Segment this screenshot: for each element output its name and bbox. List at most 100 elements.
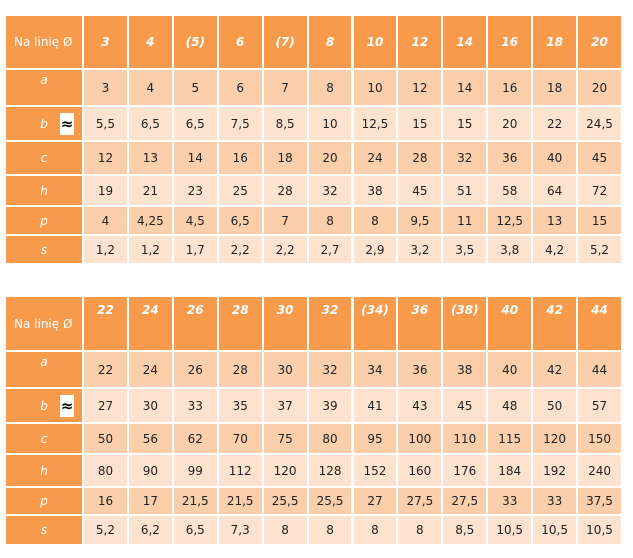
cell: 24: [352, 141, 398, 175]
cell: 70: [217, 423, 263, 454]
cell: 75: [262, 423, 308, 454]
column-header: 14: [442, 15, 488, 69]
cell: 100: [397, 423, 443, 454]
cell: 23: [172, 175, 218, 206]
cell: 7,5: [217, 106, 263, 141]
cell: 33: [172, 388, 218, 423]
cell: 44: [577, 351, 622, 388]
cell: 72: [577, 175, 622, 206]
cell: 18: [262, 141, 308, 175]
cell: 8,5: [442, 515, 488, 545]
column-header: 28: [217, 296, 263, 351]
cell: 10,5: [532, 515, 578, 545]
column-header: (34): [352, 296, 398, 351]
cell: 37: [262, 388, 308, 423]
column-header: 40: [487, 296, 533, 351]
cell: 5: [172, 69, 218, 106]
cell: 22: [83, 351, 128, 388]
row-label-text: h: [40, 463, 48, 478]
cell: 33: [532, 487, 578, 515]
header-label: Na linię Ø: [5, 296, 83, 351]
cell: 14: [172, 141, 218, 175]
cell: 6,5: [127, 106, 173, 141]
column-header: 24: [127, 296, 173, 351]
cell: 152: [352, 454, 398, 487]
cell: 12: [397, 69, 443, 106]
column-header: (7): [262, 15, 308, 69]
row-label: s: [5, 235, 83, 264]
column-header: (38): [442, 296, 488, 351]
cell: 7: [262, 69, 308, 106]
cell: 1,2: [83, 235, 128, 264]
cell: 50: [532, 388, 578, 423]
cell: 24,5: [577, 106, 622, 141]
cell: 45: [442, 388, 488, 423]
cell: 28: [217, 351, 263, 388]
cell: 37,5: [577, 487, 622, 515]
cell: 20: [577, 69, 622, 106]
cell: 12,5: [352, 106, 398, 141]
cell: 45: [397, 175, 443, 206]
row-label-text: s: [40, 523, 48, 537]
cell: 21: [127, 175, 173, 206]
cell: 2,2: [262, 235, 308, 264]
row-label-text: b: [40, 116, 48, 131]
cell: 110: [442, 423, 488, 454]
row-label-text: s: [40, 242, 48, 257]
cell: 24: [127, 351, 173, 388]
row-label: b ≈: [5, 106, 83, 141]
cell: 36: [487, 141, 533, 175]
cell: 9,5: [397, 206, 443, 235]
cell: 35: [217, 388, 263, 423]
cell: 15: [577, 206, 622, 235]
cell: 28: [397, 141, 443, 175]
cell: 10: [307, 106, 353, 141]
column-header: 6: [217, 15, 263, 69]
row-label-text: p: [40, 494, 48, 508]
cell: 26: [172, 351, 218, 388]
cell: 16: [83, 487, 128, 515]
cell: 4,25: [127, 206, 173, 235]
cell: 192: [532, 454, 578, 487]
cell: 4: [127, 69, 173, 106]
cell: 11: [442, 206, 488, 235]
cell: 21,5: [217, 487, 263, 515]
cell: 16: [217, 141, 263, 175]
cell: 27,5: [442, 487, 488, 515]
row-label: p: [5, 487, 83, 515]
cell: 32: [307, 175, 353, 206]
cell: 160: [397, 454, 443, 487]
row-label: h: [5, 175, 83, 206]
cell: 8: [307, 206, 353, 235]
row-label-text: c: [40, 431, 48, 446]
cell: 17: [127, 487, 173, 515]
cell: 57: [577, 388, 622, 423]
row-label: p: [5, 206, 83, 235]
cell: 4,5: [172, 206, 218, 235]
column-header: 4: [127, 15, 173, 69]
cell: 58: [487, 175, 533, 206]
row-label-text: a: [40, 73, 48, 87]
cell: 1,7: [172, 235, 218, 264]
column-header: 3: [83, 15, 128, 69]
cell: 5,5: [83, 106, 128, 141]
cell: 8: [397, 515, 443, 545]
approx-sign: ≈: [60, 394, 74, 417]
cell: 18: [532, 69, 578, 106]
cell: 112: [217, 454, 263, 487]
cell: 45: [577, 141, 622, 175]
approx-sign: ≈: [60, 112, 74, 135]
cell: 3,8: [487, 235, 533, 264]
cell: 51: [442, 175, 488, 206]
row-label: h: [5, 454, 83, 487]
cell: 115: [487, 423, 533, 454]
column-header: 36: [397, 296, 443, 351]
column-header: 20: [577, 15, 622, 69]
row-label: c: [5, 141, 83, 175]
row-label-text: p: [40, 213, 48, 228]
column-header: 32: [307, 296, 353, 351]
cell: 34: [352, 351, 398, 388]
column-header: (5): [172, 15, 218, 69]
row-label-text: h: [40, 183, 48, 198]
